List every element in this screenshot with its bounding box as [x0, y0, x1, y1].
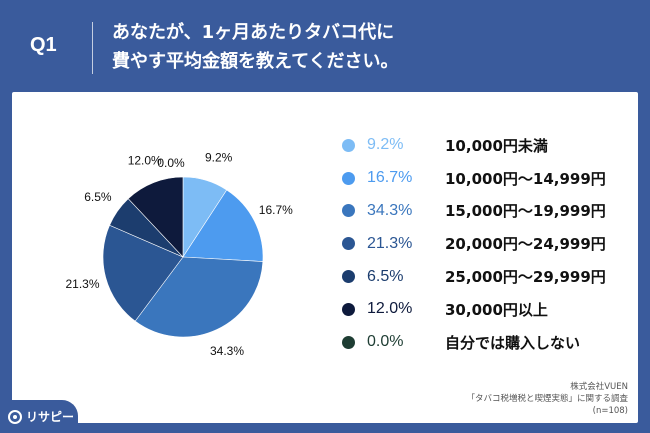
question-title: あなたが、1ヶ月あたりタバコ代に 費やす平均金額を教えてください。: [112, 18, 399, 76]
slice-value-label: 9.2%: [205, 150, 233, 164]
legend-value: 16.7%: [367, 169, 413, 187]
pie-slice: [127, 176, 184, 258]
legend: 9.2% 10,000円未満 16.7% 10,000円〜14,999円 34.3% 15…: [342, 129, 606, 359]
legend-value: 21.3%: [367, 234, 413, 252]
legend-label: 30,000円以上: [445, 300, 548, 319]
pie-slice: [182, 189, 264, 262]
chart-card: 9.2% 16.7% 34.3% 21.3% 6.5% 12.0% 0.0% 9.2% 10,…: [12, 92, 638, 423]
legend-value: 34.3%: [367, 201, 413, 219]
slice-value-label: 0.0%: [157, 156, 185, 170]
source-sample-size: (n=108): [592, 406, 628, 416]
header: Q1 あなたが、1ヶ月あたりタバコ代に 費やす平均金額を教えてください。: [0, 0, 650, 92]
legend-label: 15,000円〜19,999円: [445, 202, 606, 221]
question-number: Q1: [30, 34, 57, 56]
legend-item: 0.0% 自分では購入しない: [342, 326, 606, 359]
legend-swatch: [342, 204, 355, 218]
slice-value-label: 34.3%: [210, 344, 244, 358]
legend-item: 9.2% 10,000円未満: [342, 129, 606, 162]
question-title-line-2: 費やす平均金額を教えてください。: [112, 51, 399, 72]
question-title-line-1: あなたが、1ヶ月あたりタバコ代に: [112, 22, 395, 43]
legend-value: 0.0%: [367, 333, 404, 351]
source-note: 株式会社VUEN 「タバコ税増税と喫煙実態」に関する調査 (n=108): [466, 381, 628, 417]
legend-value: 6.5%: [367, 267, 404, 285]
legend-label: 25,000円〜29,999円: [445, 268, 606, 287]
legend-item: 16.7% 10,000円〜14,999円: [342, 162, 606, 195]
legend-swatch: [342, 138, 355, 152]
legend-item: 12.0% 30,000円以上: [342, 293, 606, 326]
legend-swatch: [342, 237, 355, 251]
legend-label: 10,000円〜14,999円: [445, 169, 606, 188]
slice-value-label: 6.5%: [84, 190, 112, 204]
legend-swatch: [342, 171, 355, 185]
source-survey: 「タバコ税増税と喫煙実態」に関する調査: [466, 394, 628, 404]
header-divider: [92, 22, 93, 74]
legend-swatch: [342, 335, 355, 349]
legend-label: 20,000円〜24,999円: [445, 235, 606, 254]
logo-text: リサピー: [26, 410, 75, 424]
legend-label: 10,000円未満: [445, 136, 548, 155]
legend-swatch: [342, 270, 355, 284]
pie-slice: [134, 256, 264, 338]
pie-slice: [102, 224, 184, 322]
legend-value: 9.2%: [367, 136, 404, 154]
legend-value: 12.0%: [367, 300, 413, 318]
legend-label: 自分では購入しない: [445, 333, 581, 352]
legend-item: 6.5% 25,000円〜29,999円: [342, 260, 606, 293]
source-company: 株式会社VUEN: [570, 382, 628, 392]
legend-swatch: [342, 302, 355, 316]
slice-value-label: 21.3%: [65, 277, 99, 291]
slice-value-label: 16.7%: [259, 203, 293, 217]
legend-item: 21.3% 20,000円〜24,999円: [342, 227, 606, 260]
pie-chart: 9.2% 16.7% 34.3% 21.3% 6.5% 12.0%0.0%: [65, 150, 293, 358]
brand-logo: リサピー: [0, 400, 78, 433]
slice-value-label: 12.0%: [128, 153, 162, 167]
legend-item: 34.3% 15,000円〜19,999円: [342, 195, 606, 228]
logo-icon: [8, 409, 22, 424]
